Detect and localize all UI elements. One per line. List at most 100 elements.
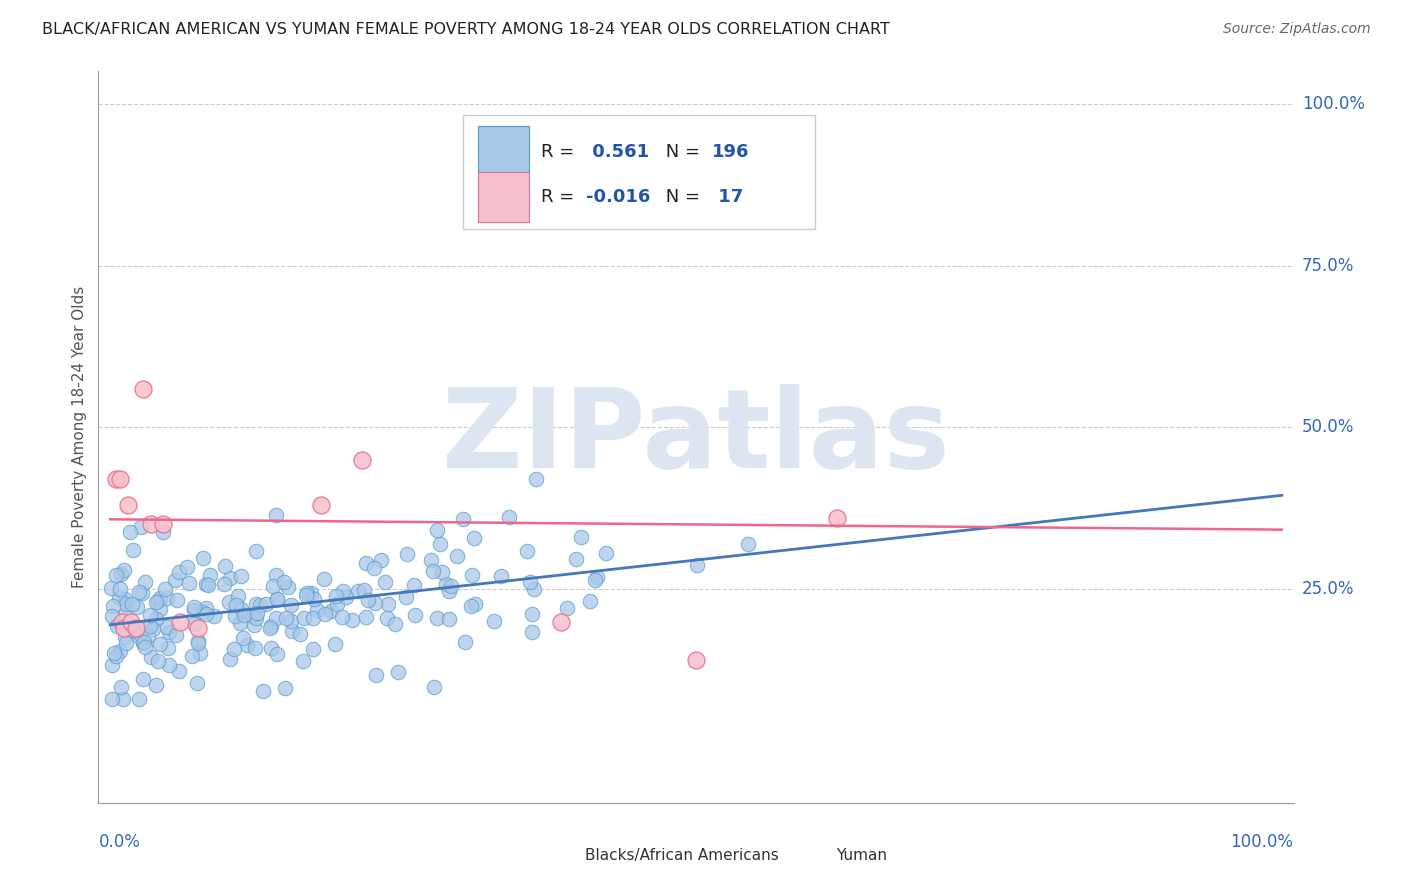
Point	[314, 607, 336, 621]
Point	[225, 599, 247, 613]
Point	[187, 636, 209, 650]
Point	[114, 631, 136, 645]
Point	[153, 582, 176, 597]
Point	[387, 665, 409, 679]
Point	[156, 620, 179, 634]
Point	[264, 611, 287, 625]
Text: 100.0%: 100.0%	[1302, 95, 1365, 112]
Text: BLACK/AFRICAN AMERICAN VS YUMAN FEMALE POVERTY AMONG 18-24 YEAR OLDS CORRELATION: BLACK/AFRICAN AMERICAN VS YUMAN FEMALE P…	[42, 22, 890, 37]
Text: 100.0%: 100.0%	[1230, 833, 1294, 851]
Point	[110, 644, 132, 658]
Text: Source: ZipAtlas.com: Source: ZipAtlas.com	[1223, 22, 1371, 37]
Point	[156, 640, 179, 655]
Point	[240, 608, 263, 623]
Point	[280, 598, 302, 612]
Point	[139, 619, 162, 633]
Point	[136, 629, 159, 643]
Point	[180, 648, 202, 663]
Point	[194, 607, 217, 622]
Point	[202, 609, 225, 624]
Point	[183, 616, 205, 631]
Point	[120, 615, 142, 629]
Point	[129, 520, 152, 534]
Point	[104, 567, 127, 582]
Point	[395, 591, 418, 605]
Point	[274, 681, 297, 695]
Point	[685, 653, 707, 667]
Point	[128, 585, 150, 599]
Point	[354, 609, 377, 624]
Point	[402, 578, 425, 592]
Point	[183, 599, 205, 614]
Text: ZIPatlas: ZIPatlas	[441, 384, 950, 491]
Point	[132, 673, 155, 687]
Point	[302, 591, 325, 606]
Point	[229, 602, 252, 616]
Point	[266, 592, 288, 607]
Point	[299, 586, 322, 600]
Y-axis label: Female Poverty Among 18-24 Year Olds: Female Poverty Among 18-24 Year Olds	[72, 286, 87, 588]
Point	[262, 579, 284, 593]
Point	[105, 472, 128, 486]
Point	[276, 611, 298, 625]
Point	[156, 591, 179, 606]
Point	[132, 635, 155, 649]
Point	[565, 552, 588, 566]
Point	[139, 650, 162, 665]
Point	[236, 638, 259, 652]
Point	[686, 558, 709, 572]
Point	[188, 646, 211, 660]
Point	[264, 508, 287, 522]
Point	[169, 615, 191, 629]
Point	[384, 617, 406, 632]
Point	[550, 615, 572, 629]
Point	[129, 627, 152, 641]
Point	[422, 564, 444, 578]
Point	[323, 637, 346, 651]
Point	[352, 452, 374, 467]
FancyBboxPatch shape	[478, 171, 529, 222]
Text: 50.0%: 50.0%	[1302, 418, 1354, 436]
Text: 0.0%: 0.0%	[98, 833, 141, 851]
Point	[377, 597, 399, 611]
Point	[232, 631, 254, 645]
Point	[141, 517, 163, 532]
Point	[112, 563, 135, 577]
Point	[446, 549, 468, 563]
Point	[148, 593, 170, 607]
FancyBboxPatch shape	[772, 839, 824, 870]
Point	[429, 537, 451, 551]
Point	[134, 574, 156, 589]
Point	[125, 621, 148, 635]
Point	[301, 610, 323, 624]
Point	[451, 511, 474, 525]
Point	[169, 665, 191, 679]
Point	[523, 582, 546, 597]
Text: Yuman: Yuman	[835, 848, 887, 863]
Text: -0.016: -0.016	[586, 188, 651, 206]
Point	[430, 566, 453, 580]
Point	[302, 642, 325, 657]
FancyBboxPatch shape	[463, 115, 815, 228]
Point	[169, 565, 191, 579]
Point	[522, 607, 544, 622]
Point	[364, 596, 387, 610]
Point	[357, 592, 380, 607]
Point	[111, 615, 134, 629]
Point	[419, 553, 441, 567]
Point	[103, 599, 125, 614]
Text: 0.561: 0.561	[586, 143, 650, 161]
Point	[166, 593, 188, 607]
Text: N =: N =	[661, 188, 706, 206]
Point	[157, 658, 180, 673]
Point	[149, 637, 172, 651]
Point	[108, 590, 131, 604]
Point	[127, 600, 149, 615]
Point	[314, 572, 336, 586]
Point	[374, 574, 396, 589]
Point	[138, 607, 160, 622]
Point	[375, 611, 398, 625]
Point	[332, 584, 354, 599]
Point	[152, 517, 174, 532]
Point	[100, 581, 122, 595]
